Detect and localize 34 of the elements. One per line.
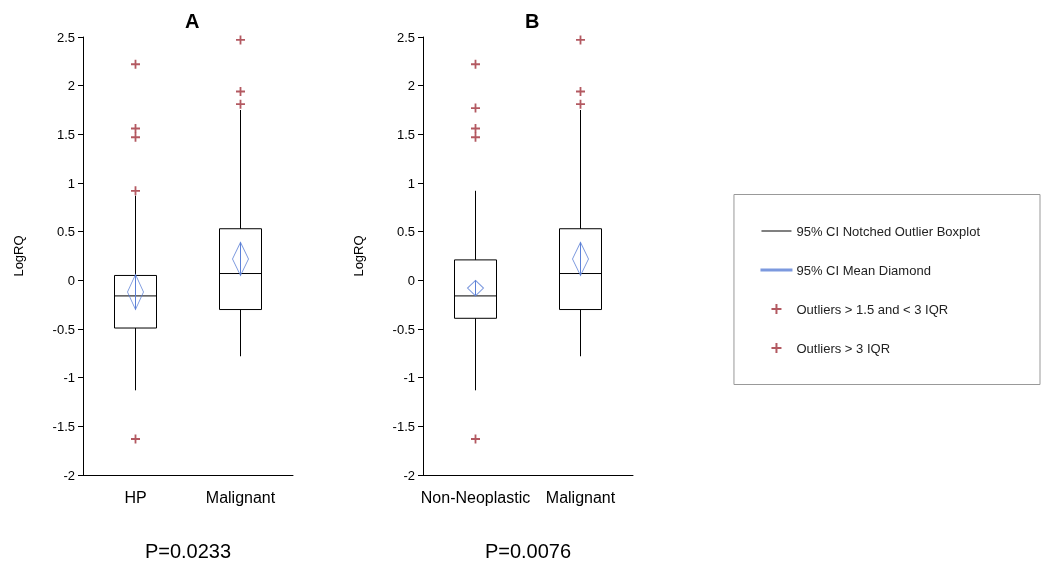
chart-title: A [185,10,200,32]
x-tick-label: Malignant [205,488,276,506]
y-tick-label: 0.5 [396,224,415,240]
y-tick-label: 2.5 [56,29,75,45]
y-axis-title: LogRQ [11,235,26,277]
legend-label: Outliers > 3 IQR [796,340,891,356]
y-tick-label: -1 [63,370,75,386]
y-tick-label: -1.5 [52,418,75,434]
text: P=0.0076 [483,540,573,563]
y-tick-label: 1.5 [396,126,415,142]
y-tick-label: -0.5 [52,321,75,337]
y-tick-label: -1 [403,370,415,386]
y-tick-label: 2 [67,78,75,94]
y-axis-title: LogRQ [351,235,366,277]
x-tick-label: HP [124,488,147,506]
y-tick-label: 1 [67,175,75,191]
y-tick-label: 0 [407,272,415,288]
legend-label: 95% CI Mean Diamond [796,262,931,278]
chart-title: B [525,10,540,32]
y-tick-label: -2 [63,467,75,483]
y-tick-label: 2 [407,78,415,94]
y-tick-label: -0.5 [392,321,415,337]
text: P=0.0233 [143,540,233,563]
legend-label: Outliers > 1.5 and < 3 IQR [796,301,949,317]
y-tick-label: 2.5 [396,29,415,45]
legend-label: 95% CI Notched Outlier Boxplot [796,223,981,239]
x-tick-label: Malignant [545,488,616,506]
y-tick-label: 1 [407,175,415,191]
y-tick-label: 1.5 [56,126,75,142]
y-tick-label: 0.5 [56,224,75,240]
y-tick-label: 0 [67,272,75,288]
y-tick-label: -2 [403,467,415,483]
y-tick-label: -1.5 [392,418,415,434]
x-tick-label: Non-Neoplastic [420,488,531,506]
